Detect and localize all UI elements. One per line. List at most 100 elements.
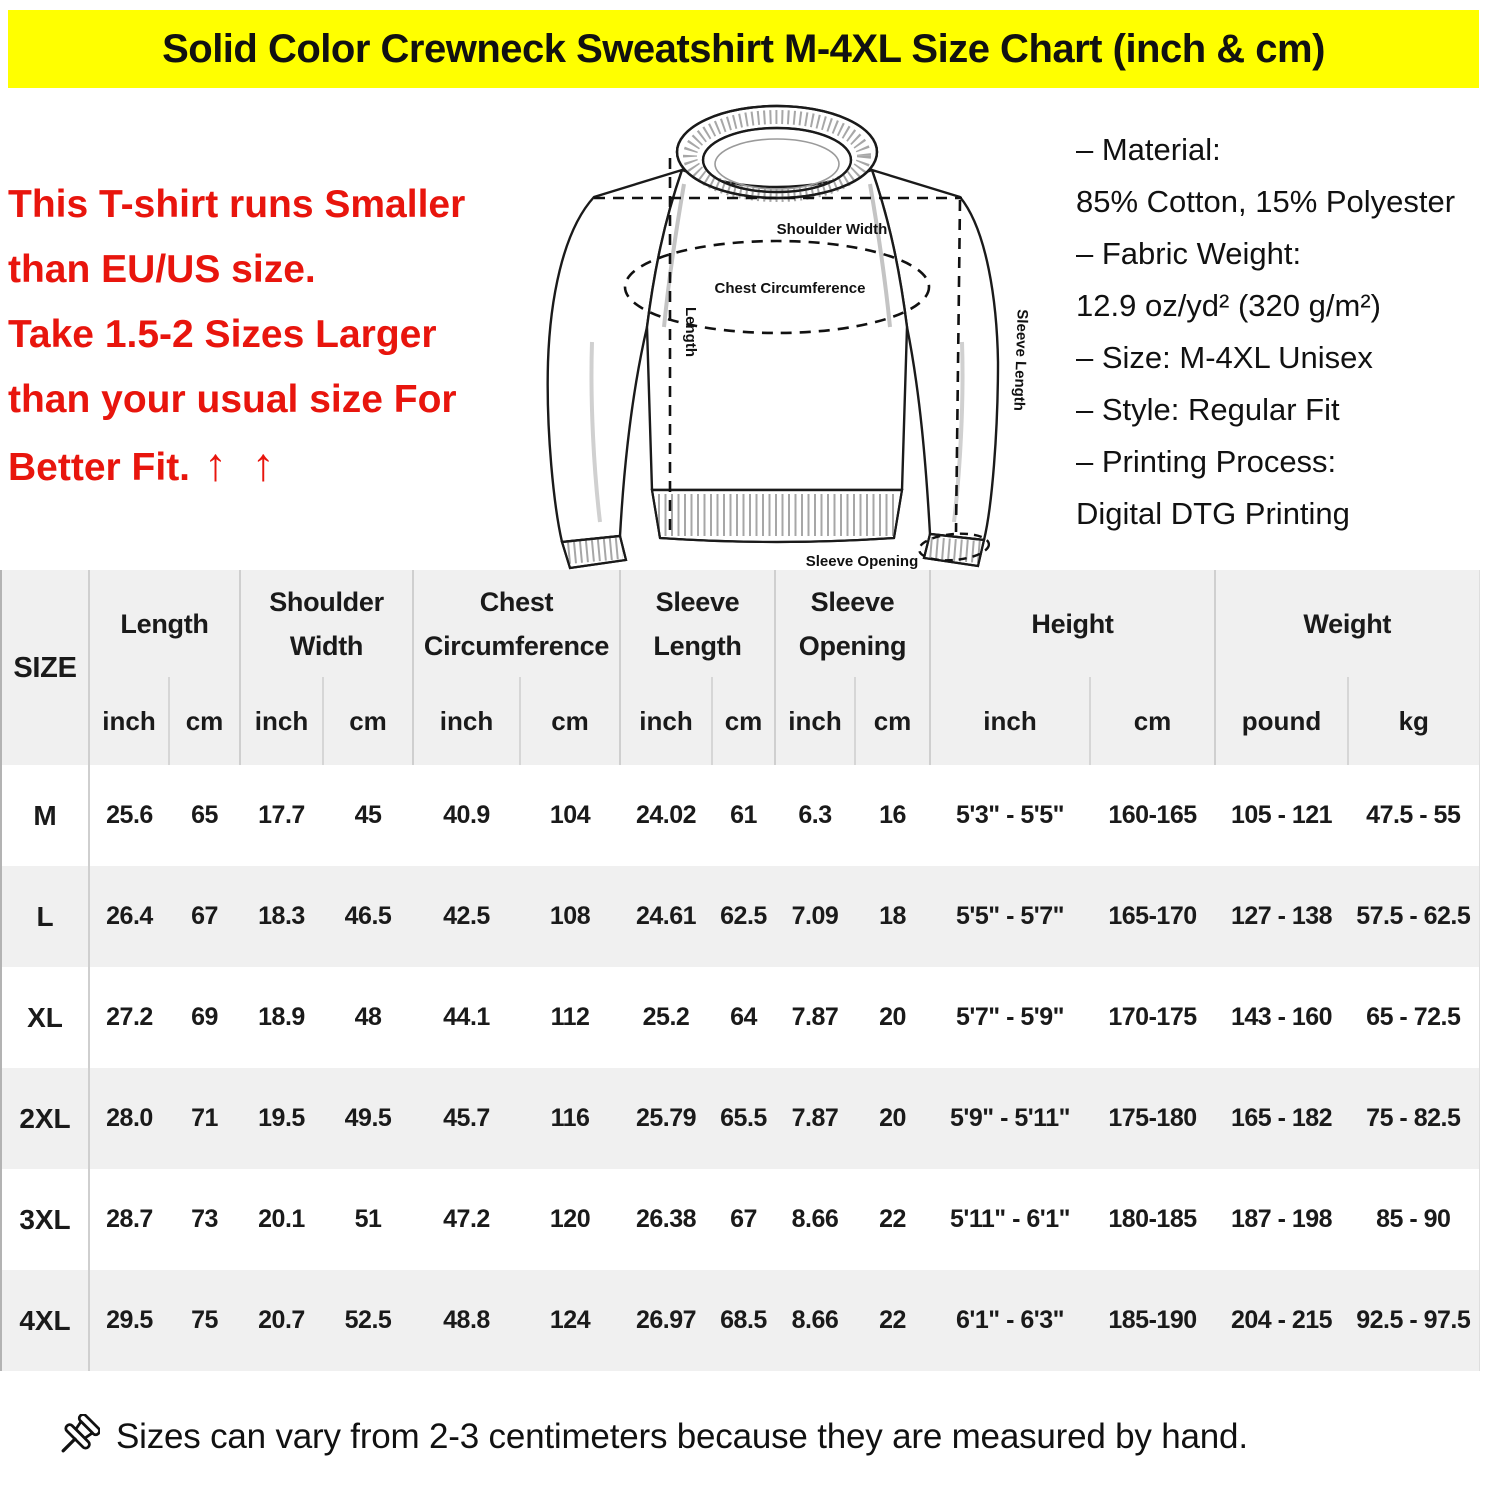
table-row: M 25.6 65 17.7 45 40.9 104 24.02 61 6.3 16 5'3" - 5… bbox=[1, 765, 1479, 866]
measurement-cell: 45 bbox=[354, 801, 382, 829]
collar-outer-line bbox=[675, 104, 879, 200]
size-table-body: M 25.6 65 17.7 45 40.9 104 24.02 61 6.3 16 5'3" - 5… bbox=[1, 765, 1480, 1371]
fit-notice-line: than your usual size For bbox=[8, 378, 457, 421]
table-row: 3XL 28.7 73 20.1 51 47.2 120 26.38 67 8.66 22 5'11"… bbox=[1, 1169, 1479, 1270]
measurement-cell: 180-185 bbox=[1108, 1205, 1197, 1233]
measurement-cell: 17.7 bbox=[258, 801, 305, 829]
measurement-cell: 75 - 82.5 bbox=[1366, 1104, 1461, 1132]
unit-header: pound bbox=[1214, 677, 1349, 765]
measurement-cell: 44.1 bbox=[443, 1003, 490, 1031]
table-row: L 26.4 67 18.3 46.5 42.5 108 24.61 62.5 7.09 18 5'5… bbox=[1, 866, 1480, 967]
measurement-cell: 75 bbox=[191, 1306, 218, 1334]
unit-header: inch bbox=[239, 677, 323, 765]
measurement-cell: 18.3 bbox=[258, 902, 305, 930]
unit-header: cm bbox=[854, 677, 930, 765]
measurement-cell: 26.97 bbox=[635, 1306, 697, 1334]
measurement-cell: 127 - 138 bbox=[1230, 902, 1333, 930]
measurement-cell: 25.79 bbox=[635, 1104, 697, 1132]
measurement-cell: 26.4 bbox=[106, 902, 153, 930]
measurement-cell: 49.5 bbox=[344, 1104, 392, 1132]
measurement-cell: 65 bbox=[191, 801, 218, 829]
measurement-cell: 112 bbox=[550, 1003, 590, 1031]
measurement-cell: 104 bbox=[549, 801, 591, 829]
measurement-cell: 67 bbox=[191, 902, 218, 930]
collar-inner-line bbox=[701, 126, 853, 194]
unit-header: inch bbox=[619, 677, 712, 765]
column-group-height: Height bbox=[928, 570, 1216, 677]
row-size-label: XL bbox=[1, 967, 90, 1068]
row-size-label: 2XL bbox=[1, 1068, 90, 1169]
measurement-cell: 19.5 bbox=[258, 1104, 305, 1132]
measurement-cell: 51 bbox=[354, 1205, 382, 1233]
measurement-cell: 48.8 bbox=[443, 1306, 490, 1334]
unit-header: cm bbox=[322, 677, 413, 765]
measurement-cell: 6'1" - 6'3" bbox=[956, 1306, 1064, 1334]
measurement-cell: 71 bbox=[191, 1104, 218, 1132]
column-group-shoulder-width: Shoulder Width bbox=[239, 570, 413, 677]
measurement-cell: 204 - 215 bbox=[1230, 1306, 1333, 1334]
page-title: Solid Color Crewneck Sweatshirt M-4XL Si… bbox=[162, 26, 1325, 71]
fit-notice: This T-shirt runs Smaller than EU/US siz… bbox=[8, 172, 553, 500]
measurement-cell: 160-165 bbox=[1108, 801, 1197, 829]
unit-header: cm bbox=[168, 677, 240, 765]
measurement-cell: 105 - 121 bbox=[1230, 801, 1333, 829]
measurement-cell: 42.5 bbox=[443, 902, 490, 930]
fit-notice-line: Take 1.5-2 Sizes Larger bbox=[8, 313, 437, 356]
measurement-cell: 52.5 bbox=[344, 1306, 392, 1334]
measurement-cell: 7.09 bbox=[791, 902, 839, 930]
row-size-label: L bbox=[1, 866, 90, 967]
unit-header: cm bbox=[519, 677, 620, 765]
measurement-cell: 65.5 bbox=[720, 1104, 767, 1132]
measurement-cell: 65 - 72.5 bbox=[1366, 1003, 1461, 1031]
chest-circumference-label: Chest Circumference bbox=[715, 280, 866, 297]
measurement-cell: 6.3 bbox=[798, 801, 832, 829]
measurement-cell: 7.87 bbox=[791, 1104, 839, 1132]
measurement-cell: 8.66 bbox=[791, 1205, 839, 1233]
sleeve-length-label: Sleeve Length bbox=[1010, 309, 1031, 411]
spec-line: – Fabric Weight: bbox=[1076, 236, 1302, 271]
sleeve-length-line bbox=[954, 199, 962, 533]
measurement-cell: 20.7 bbox=[258, 1306, 305, 1334]
header-unit-row: inch cm inch cm inch cm inch cm inch cm … bbox=[1, 677, 1480, 765]
measurement-cell: 5'5" - 5'7" bbox=[956, 902, 1064, 930]
column-group-length: Length bbox=[88, 570, 240, 677]
seam-shadow bbox=[662, 183, 686, 328]
chest-circumference-line bbox=[623, 239, 931, 335]
measurement-cell: 187 - 198 bbox=[1230, 1205, 1333, 1233]
sleeve-shadow bbox=[952, 341, 965, 523]
seam-shadow bbox=[868, 183, 892, 328]
measurement-cell: 61 bbox=[730, 801, 757, 829]
unit-header: inch bbox=[774, 677, 855, 765]
measurement-cell: 85 - 90 bbox=[1376, 1205, 1451, 1233]
measurement-cell: 47.5 - 55 bbox=[1366, 801, 1461, 829]
table-row: 4XL 29.5 75 20.7 52.5 48.8 124 26.97 68.5 8.66 22 6… bbox=[1, 1270, 1480, 1371]
measurement-cell: 46.5 bbox=[344, 902, 392, 930]
measurement-cell: 120 bbox=[549, 1205, 591, 1233]
left-cuff-outline bbox=[560, 534, 628, 570]
measurement-cell: 24.61 bbox=[635, 902, 697, 930]
table-row: XL 27.2 69 18.9 48 44.1 112 25.2 64 7.87 20 5'7" - … bbox=[1, 967, 1479, 1068]
column-group-sleeve-length: Sleeve Length bbox=[619, 570, 775, 677]
spec-line: 12.9 oz/yd² (320 g/m²) bbox=[1076, 288, 1381, 323]
measurement-cell: 69 bbox=[191, 1003, 218, 1031]
measurement-cell: 170-175 bbox=[1108, 1003, 1197, 1031]
measurement-cell: 185-190 bbox=[1108, 1306, 1197, 1334]
measurement-cell: 20 bbox=[879, 1104, 906, 1132]
measurement-cell: 143 - 160 bbox=[1230, 1003, 1333, 1031]
up-arrows-icon: ↑ ↑ bbox=[204, 438, 281, 490]
sleeve-shadow bbox=[589, 341, 602, 523]
row-size-label: 3XL bbox=[1, 1169, 90, 1270]
measurement-cell: 20 bbox=[879, 1003, 906, 1031]
table-row: 2XL 28.0 71 19.5 49.5 45.7 116 25.79 65.5 7.87 20 5… bbox=[1, 1068, 1480, 1169]
table-header: SIZE Length Shoulder Width Chest Circumf… bbox=[1, 570, 1480, 765]
measurement-cell: 27.2 bbox=[106, 1003, 153, 1031]
measurement-cell: 29.5 bbox=[106, 1306, 153, 1334]
measurement-cell: 92.5 - 97.5 bbox=[1356, 1306, 1471, 1334]
sleeve-opening-line bbox=[917, 532, 991, 562]
spec-line: Digital DTG Printing bbox=[1076, 496, 1350, 531]
measurement-cell: 28.7 bbox=[106, 1205, 153, 1233]
sleeve-opening-label: Sleeve Opening bbox=[806, 553, 919, 570]
unit-header: cm bbox=[711, 677, 775, 765]
measurement-cell: 26.38 bbox=[635, 1205, 697, 1233]
